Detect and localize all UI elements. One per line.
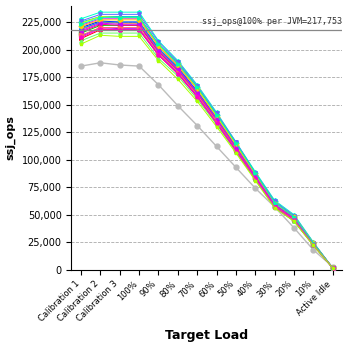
Text: ssj_ops@100% per JVM=217,753: ssj_ops@100% per JVM=217,753: [203, 17, 342, 26]
Y-axis label: ssj_ops: ssj_ops: [6, 115, 16, 160]
X-axis label: Target Load: Target Load: [165, 330, 248, 342]
